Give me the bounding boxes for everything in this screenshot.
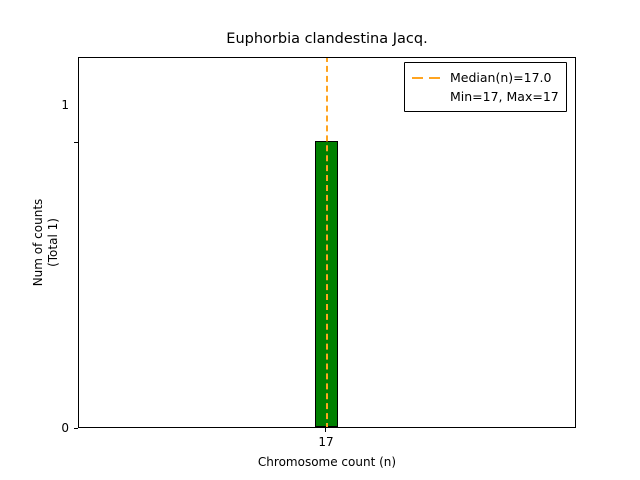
y-tick-label-0: 0 <box>61 421 69 435</box>
x-axis-label: Chromosome count (n) <box>257 455 397 469</box>
legend: Median(n)=17.0 Min=17, Max=17 <box>404 62 567 112</box>
page-title: Euphorbia clandestina Jacq. <box>226 31 428 47</box>
y-tick-label-1: 1 <box>61 98 69 112</box>
y-axis-tick-labels: 0 1 <box>0 57 69 434</box>
y-axis-label: Num of counts (Total 1) <box>31 198 60 287</box>
x-tick-label-17: 17 <box>318 435 334 449</box>
legend-label-median: Median(n)=17.0 <box>450 70 552 85</box>
x-tick-mark-17 <box>325 428 326 432</box>
y-tick-mark-1 <box>74 142 78 143</box>
legend-item-minmax: Min=17, Max=17 <box>411 87 559 106</box>
legend-label-minmax: Min=17, Max=17 <box>450 89 559 104</box>
legend-item-median: Median(n)=17.0 <box>411 68 559 87</box>
dashed-line-icon <box>411 72 443 84</box>
median-line <box>326 58 328 427</box>
y-tick-mark-0 <box>74 428 78 429</box>
plot-area <box>78 57 576 428</box>
